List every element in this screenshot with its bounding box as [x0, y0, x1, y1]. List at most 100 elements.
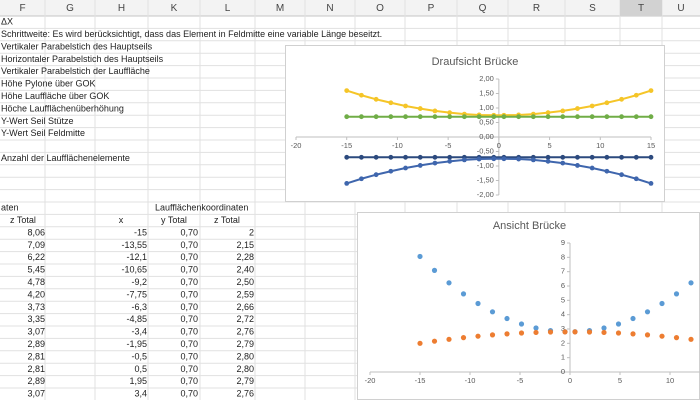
data-point: [501, 114, 507, 120]
table-cell: 7,09: [27, 240, 45, 250]
cell-text: Höhe Lauffläche über GOK: [1, 91, 109, 101]
x-tick-label: 15: [647, 141, 655, 150]
data-point: [572, 329, 578, 335]
chart-title: Ansicht Brücke: [493, 220, 566, 232]
column-header[interactable]: O: [376, 3, 384, 14]
column-header-bar: [0, 0, 700, 16]
data-point: [359, 92, 364, 98]
table-cell: 0,70: [180, 227, 198, 237]
table-cell: 0,70: [180, 302, 198, 312]
data-point: [461, 157, 467, 163]
data-point: [648, 88, 654, 93]
table-cell: 3,07: [27, 389, 45, 399]
data-point: [403, 165, 408, 171]
data-point: [648, 181, 654, 186]
table-cell: -7,75: [126, 289, 147, 299]
data-point: [432, 114, 438, 120]
y-tick-label: 1: [561, 353, 565, 362]
data-point: [403, 114, 408, 120]
data-point: [688, 336, 694, 342]
y-tick-label: 3: [561, 324, 565, 333]
table-cell: 0,70: [180, 339, 198, 349]
column-header[interactable]: T: [638, 3, 644, 14]
data-point: [560, 108, 566, 114]
data-point: [633, 92, 639, 98]
data-point: [633, 154, 639, 160]
data-point: [615, 321, 622, 327]
data-point: [489, 309, 496, 315]
column-header[interactable]: L: [225, 3, 231, 14]
column-header[interactable]: K: [171, 3, 178, 14]
table-header: x: [119, 215, 124, 225]
data-point: [604, 100, 610, 106]
column-header[interactable]: U: [677, 3, 684, 14]
data-point: [545, 110, 551, 116]
x-tick-label: -20: [365, 376, 376, 385]
table-cell: 2,80: [236, 364, 254, 374]
data-point: [373, 96, 379, 102]
table-cell: 2,81: [27, 364, 45, 374]
selected-column-header: [620, 0, 662, 16]
data-point: [431, 267, 438, 273]
data-point: [447, 114, 453, 120]
table-cell: -3,4: [131, 327, 147, 337]
table-cell: 2,50: [236, 277, 254, 287]
column-header[interactable]: G: [66, 3, 74, 14]
x-tick-label: 0: [497, 141, 501, 150]
data-point: [476, 114, 482, 120]
table-header: z Total: [214, 215, 240, 225]
table-cell: 2,59: [236, 289, 254, 299]
chart: Ansicht Brücke-20-15-10-5051015012345678…: [357, 212, 700, 400]
column-header[interactable]: R: [533, 3, 540, 14]
data-point: [545, 114, 551, 120]
table-cell: 6,22: [27, 252, 45, 262]
data-point: [447, 154, 453, 160]
table-title: Laufflächenkoordinaten: [155, 203, 248, 213]
data-point: [630, 331, 636, 337]
column-header[interactable]: H: [118, 3, 125, 14]
data-point: [615, 330, 622, 336]
x-tick-label: -20: [291, 141, 302, 150]
data-point: [447, 158, 453, 164]
table-cell: -10,65: [121, 265, 147, 275]
table-cell: 0,70: [180, 376, 198, 386]
y-tick-label: 2: [561, 338, 565, 347]
table-cell: 0,70: [180, 351, 198, 361]
column-header[interactable]: Q: [479, 3, 487, 14]
data-point: [516, 156, 522, 162]
data-point: [359, 114, 364, 120]
column-header[interactable]: F: [19, 3, 25, 14]
table-cell: -0,5: [131, 351, 147, 361]
data-point: [431, 338, 438, 344]
y-tick-label: 1,50: [479, 88, 494, 97]
column-header[interactable]: S: [589, 3, 596, 14]
data-point: [633, 114, 639, 120]
table-cell: 8,06: [27, 227, 45, 237]
column-header[interactable]: P: [428, 3, 435, 14]
column-header[interactable]: M: [276, 3, 284, 14]
cell-text: Anzahl der Laufflächenelemente: [1, 153, 130, 163]
data-point: [575, 114, 580, 120]
data-point: [475, 300, 481, 307]
x-tick-label: -10: [465, 376, 476, 385]
data-point: [501, 156, 507, 162]
x-tick-label: 10: [596, 141, 604, 150]
y-tick-label: 0,00: [479, 132, 494, 141]
data-point: [562, 329, 568, 335]
x-tick-label: -15: [415, 376, 426, 385]
data-point: [601, 329, 607, 336]
data-point: [575, 163, 580, 168]
data-point: [417, 106, 423, 111]
y-tick-label: 0,50: [479, 117, 494, 126]
data-point: [504, 331, 510, 337]
column-header[interactable]: N: [326, 3, 333, 14]
data-point: [575, 106, 580, 111]
table-cell: 2,79: [236, 376, 254, 386]
table-cell: 3,35: [27, 314, 45, 324]
data-point: [417, 114, 423, 120]
table-cell: 0,70: [180, 389, 198, 399]
data-point: [491, 114, 497, 120]
table-cell: -1,95: [126, 339, 147, 349]
cell-text: ΔX: [1, 17, 13, 27]
